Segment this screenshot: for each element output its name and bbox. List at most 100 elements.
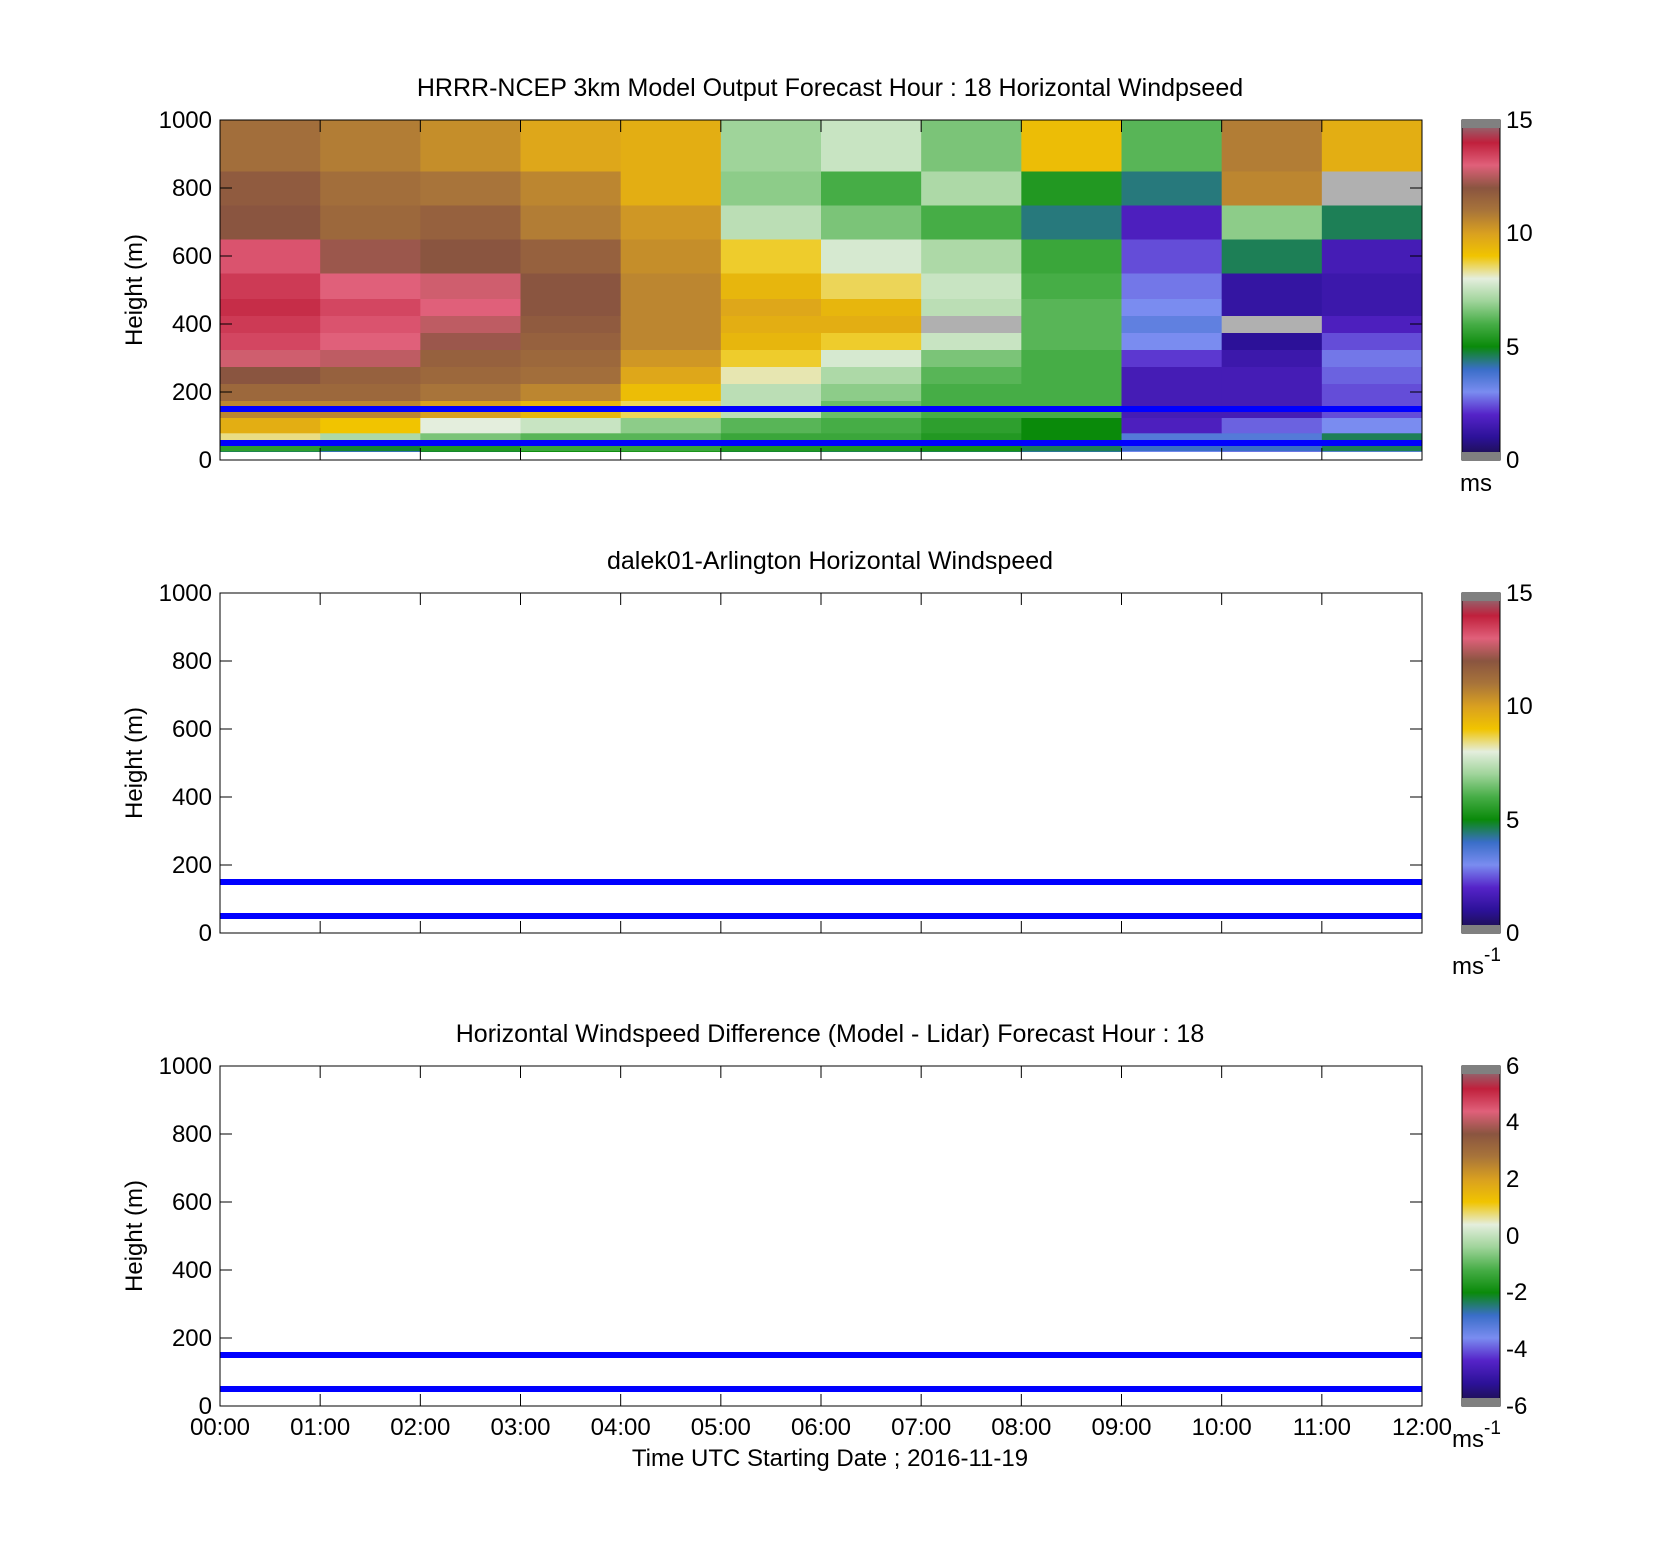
y-tick-label: 800: [172, 1121, 212, 1148]
heatmap-cell: [1121, 205, 1223, 240]
heatmap-cell: [320, 383, 421, 401]
colorbar-tick: 0: [1506, 447, 1519, 474]
heatmap-cell: [320, 349, 421, 367]
heatmap-cell: [1321, 450, 1423, 452]
heatmap-cell: [1321, 366, 1423, 384]
heatmap-cell: [1121, 349, 1223, 367]
heatmap-cell: [921, 349, 1022, 367]
colorbar-gradient: [1461, 119, 1501, 461]
y-tick-label: 1000: [159, 107, 212, 134]
colorbar-tick: 15: [1506, 580, 1533, 607]
y-axis-label: Height (m): [121, 1180, 148, 1292]
colorbar-tick: 4: [1506, 1109, 1519, 1136]
heatmap-cell: [1221, 315, 1323, 333]
heatmap-cell: [1221, 417, 1323, 434]
heatmap-cell: [720, 349, 822, 367]
x-tick-label: 07:00: [891, 1414, 951, 1441]
x-tick-label: 03:00: [490, 1414, 550, 1441]
heatmap-cell: [620, 432, 722, 445]
heatmap-cell: [320, 239, 421, 274]
heatmap-cell: [320, 273, 421, 299]
heatmap-cell: [1021, 450, 1122, 452]
heatmap-cell: [1321, 120, 1423, 172]
colorbar-tick: 0: [1506, 1223, 1519, 1250]
colorbar-unit-exponent: -1: [1484, 1418, 1501, 1439]
heatmap-cell: [1221, 273, 1323, 299]
heatmap-cell: [921, 273, 1022, 299]
heatmap-cell: [1021, 239, 1122, 274]
heatmap-cell: [821, 383, 922, 401]
heatmap-cell: [520, 450, 622, 452]
heatmap-cell: [1121, 298, 1223, 316]
colorbar-tick: 15: [1506, 107, 1533, 134]
colorbar-overflow: [1462, 593, 1500, 601]
heatmap-cell: [1021, 417, 1122, 434]
heatmap-cell: [1021, 120, 1122, 172]
heatmap-cell: [821, 432, 922, 445]
colorbar-tick: 2: [1506, 1166, 1519, 1193]
y-axis-label: Height (m): [121, 707, 148, 819]
y-tick-label: 0: [199, 447, 212, 474]
x-tick-label: 00:00: [190, 1414, 250, 1441]
heatmap-cell: [520, 239, 622, 274]
panel-lidar: dalek01-Arlington Horizontal Windspeed 0…: [121, 547, 1533, 980]
heatmap-cell: [1221, 298, 1323, 316]
colorbar-gradient: [1461, 1065, 1501, 1407]
heatmap-cell: [1321, 383, 1423, 401]
colorbar-unit-base: ms: [1452, 953, 1484, 980]
heatmap-cell: [1221, 239, 1323, 274]
heatmap-cell: [1321, 171, 1423, 206]
colorbar-tick: 10: [1506, 220, 1533, 247]
heatmap-cell: [620, 450, 722, 452]
heatmap-cell: [1021, 205, 1122, 240]
heatmap-cell: [921, 450, 1022, 452]
heatmap-cell: [220, 171, 321, 206]
heatmap-cell: [320, 332, 421, 350]
colorbar-tick: 0: [1506, 920, 1519, 947]
y-tick-label: 800: [172, 648, 212, 675]
y-tick-label: 0: [199, 1393, 212, 1420]
heatmap-cell: [1021, 349, 1122, 367]
y-tick-label: 600: [172, 1189, 212, 1216]
heatmap-cell: [720, 417, 822, 434]
heatmap-cell: [620, 332, 722, 350]
colorbar-unit-base: ms: [1460, 470, 1492, 497]
heatmap-cell: [320, 171, 421, 206]
colorbar-unit-base: ms: [1452, 1426, 1484, 1453]
heatmap-cell: [420, 349, 521, 367]
heatmap-cell: [1221, 205, 1323, 240]
heatmap-cell: [420, 417, 521, 434]
heatmap-cell: [1321, 332, 1423, 350]
heatmap-cell: [1321, 443, 1423, 452]
heatmap-cell: [420, 239, 521, 274]
heatmap-cell: [420, 332, 521, 350]
heatmap-cell: [320, 443, 421, 452]
heatmap-cell: [320, 315, 421, 333]
heatmap-cell: [1121, 432, 1223, 445]
panel-title: dalek01-Arlington Horizontal Windspeed: [607, 547, 1053, 575]
heatmap-cell: [821, 443, 922, 452]
x-tick-label: 04:00: [591, 1414, 651, 1441]
heatmap-cell: [420, 298, 521, 316]
colorbar-underflow: [1462, 452, 1500, 460]
heatmap-cell: [1121, 383, 1223, 401]
heatmap-cell: [320, 450, 421, 452]
heatmap-cell: [1221, 383, 1323, 401]
heatmap-cell: [821, 332, 922, 350]
heatmap-cell: [1021, 332, 1122, 350]
heatmap-cell: [620, 205, 722, 240]
x-tick-label: 12:00: [1392, 1414, 1452, 1441]
heatmap-cell: [921, 383, 1022, 401]
y-tick-label: 0: [199, 920, 212, 947]
heatmap-cell: [620, 298, 722, 316]
heatmap-cell: [720, 273, 822, 299]
heatmap-cell: [720, 432, 822, 445]
colorbar: 0 5 10 15 ms: [1460, 107, 1533, 497]
y-tick-label: 600: [172, 716, 212, 743]
heatmap-cell: [220, 273, 321, 299]
axes: 0 200 400 600 800 1000: [159, 1053, 1423, 1420]
panel-title: Horizontal Windspeed Difference (Model -…: [456, 1020, 1204, 1048]
x-axis-label: Time UTC Starting Date ; 2016-11-19: [632, 1445, 1028, 1472]
heatmap-cell: [220, 315, 321, 333]
